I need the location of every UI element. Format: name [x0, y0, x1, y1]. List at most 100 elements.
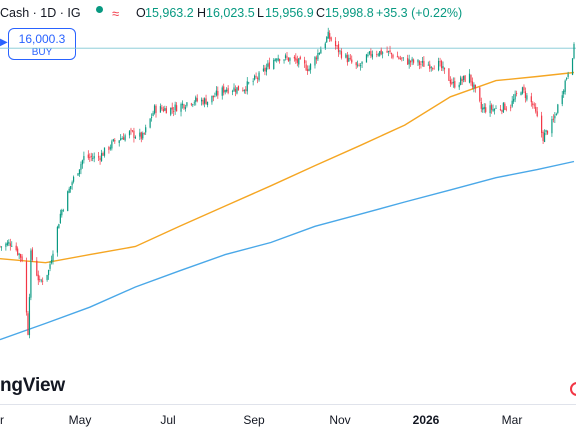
candle-body-192	[396, 56, 398, 58]
candle-body-236	[485, 107, 487, 113]
candle-body-272	[561, 95, 563, 105]
left-arrow-icon[interactable]: ▶	[0, 37, 8, 48]
candle-body-149	[307, 69, 309, 72]
change-value: +35.3 (+0.22%)	[376, 6, 463, 20]
candle-body-201	[412, 59, 415, 63]
candle-body-204	[420, 63, 422, 65]
candle-body-224	[461, 79, 463, 81]
candle-body-174	[358, 65, 360, 67]
candle-body-105	[215, 90, 217, 96]
candle-body-101	[206, 101, 209, 106]
buy-button[interactable]: 16,000.3 BUY	[8, 28, 76, 60]
candle-body-212	[437, 60, 440, 71]
candle-body-83	[171, 107, 173, 110]
candle-body-0	[0, 246, 1, 248]
candle-body-213	[439, 61, 441, 63]
candle-body-261	[536, 111, 538, 117]
candle-body-120	[246, 81, 248, 92]
candle-body-275	[566, 78, 568, 80]
low-label: L	[257, 6, 264, 20]
candle-body-250	[514, 93, 516, 100]
candle-body-157	[324, 43, 326, 48]
candle-body-85	[174, 104, 176, 111]
candle-body-187	[386, 50, 388, 53]
candle-body-225	[463, 75, 465, 80]
candle-body-117	[242, 90, 244, 92]
candle-body-15	[30, 250, 32, 298]
x-axis: r May Jul Sep Nov 2026 Mar	[0, 404, 576, 431]
price-chart[interactable]	[0, 0, 576, 404]
candle-body-217	[448, 68, 450, 81]
candle-body-186	[382, 52, 384, 54]
candle-body-57	[118, 140, 120, 143]
x-tick-label-1: May	[68, 413, 92, 427]
symbol-label[interactable]: Cash · 1D · IG	[0, 6, 81, 20]
candle-body-166	[340, 51, 343, 58]
candle-body-27	[56, 226, 58, 253]
red-circle-marker-icon[interactable]	[570, 382, 576, 396]
candle-body-34	[70, 186, 72, 190]
candle-body-263	[542, 132, 544, 141]
candle-body-55	[112, 139, 114, 142]
candle-body-238	[490, 105, 493, 110]
candle-body-183	[377, 54, 379, 56]
candle-body-118	[243, 89, 245, 92]
candle-body-98	[202, 99, 204, 105]
candle-body-254	[523, 86, 525, 91]
candle-body-276	[567, 73, 569, 77]
candle-body-214	[440, 61, 443, 69]
candle-body-233	[480, 101, 482, 109]
candle-body-50	[102, 153, 104, 156]
candle-body-164	[337, 44, 340, 53]
candle-body-211	[433, 68, 435, 70]
candle-body-171	[351, 59, 353, 63]
candle-body-14	[28, 297, 31, 336]
candle-body-270	[555, 113, 557, 116]
candle-body-241	[495, 108, 497, 109]
candle-body-248	[511, 100, 513, 107]
candle-body-77	[159, 106, 162, 113]
candle-body-227	[468, 73, 471, 83]
candle-body-182	[376, 54, 378, 55]
buy-label: BUY	[31, 47, 53, 58]
candle-body-131	[268, 62, 270, 69]
candle-body-161	[330, 37, 332, 41]
candle-body-190	[390, 53, 393, 55]
candle-body-154	[317, 53, 319, 60]
candle-body-216	[443, 67, 446, 70]
candle-body-84	[173, 111, 175, 112]
candle-body-267	[551, 119, 553, 134]
candle-body-194	[399, 58, 401, 60]
candle-body-207	[427, 64, 429, 66]
candle-body-13	[27, 313, 29, 335]
candle-body-135	[277, 58, 279, 61]
candle-body-128	[264, 67, 266, 72]
candle-body-53	[109, 147, 111, 149]
candle-body-106	[217, 90, 219, 96]
candle-body-237	[489, 105, 491, 114]
candle-body-12	[25, 261, 28, 313]
candle-body-9	[18, 253, 20, 256]
candle-body-54	[111, 141, 113, 149]
candle-body-160	[329, 33, 331, 39]
wave-icon[interactable]: ≈	[112, 6, 120, 21]
candle-body-178	[367, 54, 369, 57]
candle-body-40	[81, 160, 84, 165]
candle-body-66	[134, 136, 137, 139]
candle-body-260	[535, 106, 537, 112]
candle-body-196	[402, 57, 404, 59]
candle-body-78	[161, 107, 163, 110]
candle-body-200	[411, 58, 413, 62]
candle-body-163	[336, 45, 338, 47]
candle-body-257	[530, 96, 532, 103]
candle-body-108	[223, 86, 225, 93]
candle-body-2	[5, 243, 7, 247]
candle-body-184	[379, 51, 381, 56]
candle-body-133	[274, 59, 276, 61]
candle-body-104	[214, 96, 216, 98]
candle-body-147	[304, 60, 306, 64]
candle-body-259	[533, 104, 535, 106]
candle-body-220	[452, 81, 454, 84]
candle-body-138	[284, 55, 287, 59]
close-label: C	[316, 6, 326, 20]
